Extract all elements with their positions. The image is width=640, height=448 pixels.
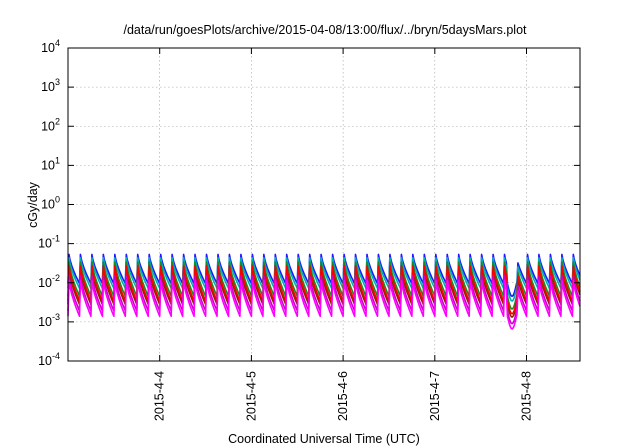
series-line: [67, 274, 581, 325]
y-tick-label: 10-3: [38, 312, 60, 329]
y-tick-label: 102: [41, 116, 60, 133]
x-tick-label: 2015-4-6: [336, 371, 350, 421]
y-tick-label: 104: [41, 38, 60, 55]
chart-title: /data/run/goesPlots/archive/2015-04-08/1…: [123, 23, 527, 37]
series-line: [67, 279, 581, 330]
x-tick-label: 2015-4-7: [428, 371, 442, 421]
series-line: [67, 269, 581, 318]
series-line: [67, 256, 581, 302]
x-tick-label: 2015-4-8: [520, 371, 534, 421]
y-tick-label: 103: [41, 77, 60, 94]
axis-ticks: 10-4 10-3 10-2 10-1 100 101 102 103 104 2015-4-4 2…: [38, 38, 580, 421]
x-tick-label: 2015-4-4: [153, 371, 167, 421]
series-line: [67, 253, 581, 298]
series-line: [67, 265, 581, 315]
y-axis-label: cGy/day: [26, 181, 40, 228]
y-tick-label: 10-4: [38, 351, 60, 368]
x-axis-label: Coordinated Universal Time (UTC): [228, 432, 420, 446]
data-series: [67, 253, 581, 330]
series-line: [67, 261, 581, 310]
y-tick-label: 10-1: [38, 234, 60, 251]
y-tick-label: 10-2: [38, 273, 60, 290]
x-tick-label: 2015-4-5: [244, 371, 258, 421]
y-tick-label: 100: [41, 195, 60, 212]
y-tick-label: 101: [41, 155, 60, 172]
